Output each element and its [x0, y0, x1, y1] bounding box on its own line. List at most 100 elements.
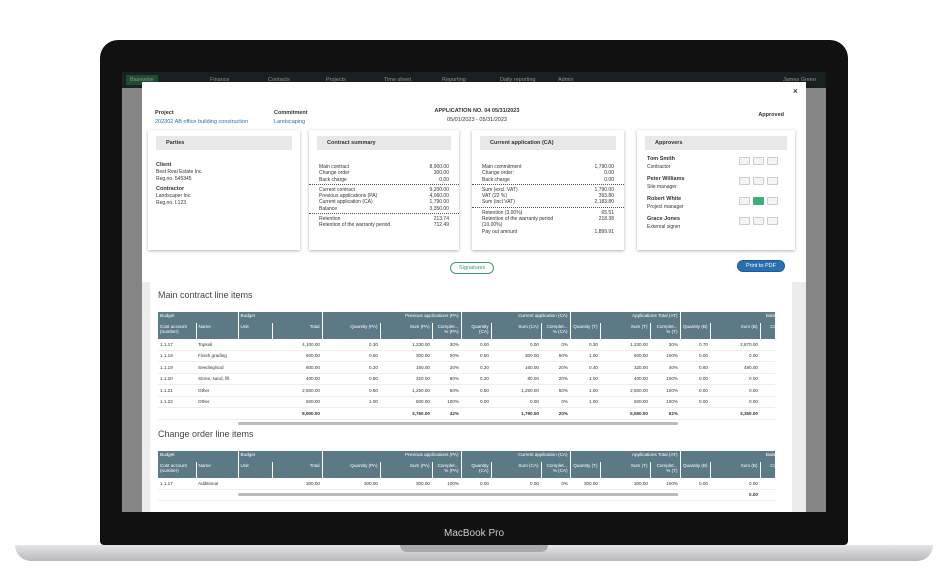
group-header: Current application (CA) [461, 451, 571, 462]
cell [680, 407, 710, 420]
action-icon[interactable] [753, 197, 764, 205]
nav-item[interactable]: Reporting [442, 77, 466, 83]
cell [158, 407, 196, 420]
summary-list: Main commitment 1,790.00 Change order: 0.00… [472, 164, 624, 236]
signatures-button[interactable]: Signatures [450, 262, 495, 274]
laptop-base [15, 545, 933, 561]
group-header: Applications Total (AT) [570, 312, 681, 323]
nav-item[interactable]: Projects [326, 77, 346, 83]
card-title: Current application (CA) [480, 136, 616, 150]
cell: 0.70 [680, 339, 710, 351]
cell: 0.00 [461, 478, 491, 490]
group-header: Balance [680, 451, 775, 462]
commitment-link[interactable]: Landscaping [274, 119, 306, 125]
cell: 400.00 [272, 373, 322, 385]
summary-value: 65.51 [601, 209, 614, 216]
modal: × Project 202302 AB office building cons… [142, 82, 806, 512]
close-button[interactable]: × [792, 86, 798, 96]
contract-summary-card: Contract summary Main contract 8,900.00 Ch… [309, 130, 459, 250]
nav-item[interactable]: Admin [558, 77, 574, 83]
column-header: Quantity (PA) [322, 462, 381, 478]
cell [322, 407, 380, 420]
cell [760, 361, 775, 374]
cell: 0.20 [461, 373, 491, 385]
cell: 1.1.18 [158, 350, 196, 362]
action-icon[interactable] [753, 217, 764, 225]
summary-group: Sum (excl. VAT) 1,790.00 VAT (22 %) 393.80 S… [472, 187, 624, 208]
nav-item[interactable]: Contacts [268, 77, 290, 83]
action-icon[interactable] [767, 197, 778, 205]
action-icon[interactable] [767, 177, 778, 185]
cell: 1.1.21 [158, 384, 196, 397]
screen: Basewise James Green Finance Contacts Proj… [122, 72, 826, 512]
cell: 30% [650, 339, 680, 351]
column-header: Complet... % (CA) [541, 323, 571, 339]
cell [238, 478, 272, 490]
approver: Grace Jones External signer [647, 216, 785, 231]
action-icon[interactable] [739, 157, 750, 165]
summary-label: Current application (CA) [319, 199, 373, 206]
cell: 2,500.00 [600, 384, 650, 397]
cell: Finish grading [196, 350, 238, 362]
cell: 1.1.19 [158, 361, 196, 374]
summary-label: Change order [319, 170, 350, 177]
table-row: 1.1.18 Finish grading 600.00 0.50 300.00 50% 0… [158, 350, 775, 362]
cell [760, 384, 775, 397]
cell: 0.00 [710, 489, 760, 501]
scrollbar [238, 493, 678, 496]
table-row: 1.1.22 Other 500.00 1.00 500.00 100% 0.00 0.00 0… [158, 396, 775, 408]
column-header: Complet... % (PA) [432, 323, 462, 339]
approver-name: Peter Williams [647, 176, 685, 182]
nav-item[interactable]: Time sheet [384, 77, 412, 83]
text: Reg.no. L123 [156, 200, 187, 206]
user[interactable]: James Green [782, 77, 816, 83]
cell: 300.00 [322, 478, 380, 490]
column-header: Quantity (T) [570, 462, 601, 478]
summary-value: 0.00 [604, 170, 614, 177]
brand[interactable]: Basewise [126, 75, 158, 85]
action-icon[interactable] [739, 177, 750, 185]
cell: 0.00 [680, 384, 710, 397]
summary-label: Balance [319, 205, 338, 212]
cell [760, 489, 775, 501]
summary-row: Previous applications (PA) 4,060.00 [319, 193, 449, 199]
action-icon[interactable] [753, 157, 764, 165]
action-icon[interactable] [767, 157, 778, 165]
summary-value: 1,899.91 [594, 228, 614, 235]
approver-name: Grace Jones [647, 216, 681, 222]
line-items-table: Budget Budget Previous applications (PA) Cu… [158, 312, 775, 420]
cell: 0.00 [491, 339, 541, 351]
summary-row: Retention of the warranty period (10.00%… [482, 216, 614, 229]
cell: 1,230.00 [380, 339, 432, 351]
cell: 50% [432, 384, 461, 397]
cell [238, 396, 272, 408]
cell: 100% [650, 350, 680, 362]
group-header: Previous applications (PA) [322, 312, 462, 323]
action-icon[interactable] [767, 217, 778, 225]
cell [461, 407, 491, 420]
project-link[interactable]: 202302 AB office building construction [155, 119, 249, 125]
summary-group: Main commitment 1,790.00 Change order: 0.00… [472, 164, 624, 185]
cell: 0.00 [710, 373, 760, 385]
nav-item[interactable]: Daily reporting [500, 77, 536, 83]
column-header: Quantity (PA) [322, 323, 381, 339]
summary-value: 218.38 [598, 216, 614, 223]
print-button[interactable]: Print to PDF [737, 260, 785, 272]
cell: 4,100.00 [272, 339, 322, 351]
column-header: Comp [760, 462, 775, 478]
table-row: 1.1.17 Topsoil 4,100.00 0.30 1,230.00 30% 0.00… [158, 339, 775, 351]
cell: 0.00 [680, 350, 710, 362]
action-icon[interactable] [739, 197, 750, 205]
group-header: Applications Total (AT) [570, 451, 681, 462]
action-icon[interactable] [753, 177, 764, 185]
nav-item[interactable]: Finance [210, 77, 230, 83]
cell: Other [196, 384, 238, 397]
action-icon[interactable] [739, 217, 750, 225]
cell: 100% [432, 478, 461, 490]
cell: 1.00 [570, 373, 600, 385]
approver-role: Contractor [647, 164, 671, 170]
cell: 0% [541, 478, 570, 490]
cell: 20% [541, 373, 570, 385]
cell: 0.50 [322, 350, 380, 362]
approver-role: Project manager [647, 204, 684, 210]
